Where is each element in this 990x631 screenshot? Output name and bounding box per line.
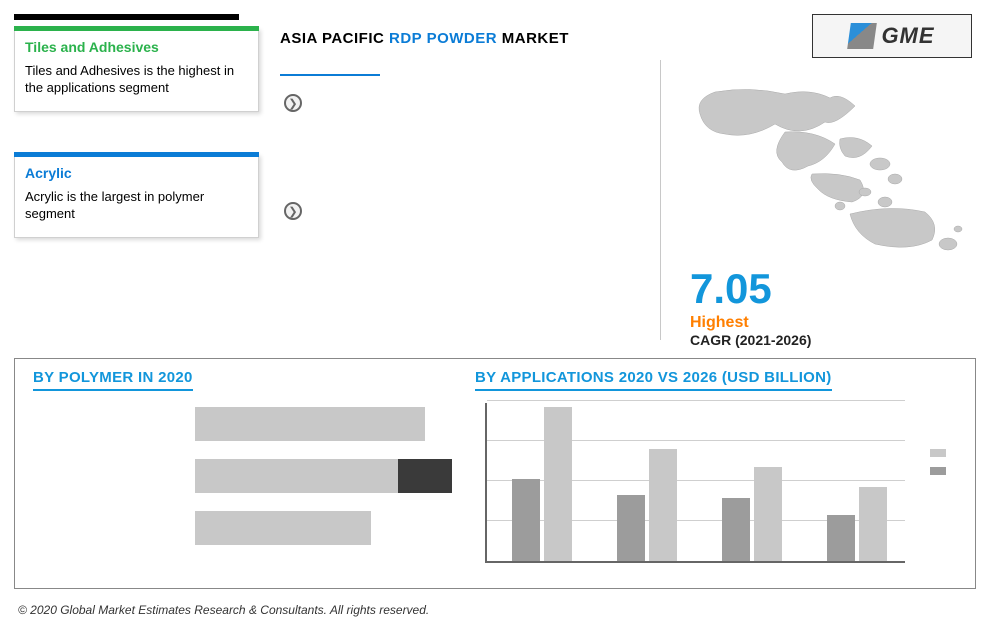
hbar-fill xyxy=(195,459,398,493)
title-accent: RDP POWDER xyxy=(389,30,497,47)
hbar-row xyxy=(195,511,425,545)
cagr-value: 7.05 xyxy=(690,268,811,310)
grid-line xyxy=(487,400,905,401)
callout-bar xyxy=(14,26,259,31)
vbar-a xyxy=(722,498,750,561)
vbar-b xyxy=(859,487,887,561)
hbar-fill xyxy=(195,511,371,545)
charts-container: BY POLYMER IN 2020 BY APPLICATIONS 2020 … xyxy=(14,358,976,589)
hbar-fill xyxy=(195,407,425,441)
legend-item xyxy=(930,467,946,475)
hbar-row xyxy=(195,459,425,493)
page-title: ASIA PACIFIC RDP POWDER MARKET xyxy=(280,30,569,47)
logo-text: GME xyxy=(881,23,934,49)
cagr-block: 7.05 Highest CAGR (2021-2026) xyxy=(690,268,811,348)
gme-logo: GME xyxy=(812,14,972,58)
callout-acrylic: Acrylic Acrylic is the largest in polyme… xyxy=(14,154,259,238)
chevron-right-icon: ❯ xyxy=(284,202,302,220)
callout-title: Acrylic xyxy=(25,165,248,181)
asia-pacific-map xyxy=(690,84,970,254)
vbar-b xyxy=(754,467,782,561)
title-suffix: MARKET xyxy=(497,30,569,47)
right-chart-title: BY APPLICATIONS 2020 VS 2026 (USD BILLIO… xyxy=(475,369,832,391)
vbar-b xyxy=(649,449,677,561)
vbar-a xyxy=(512,479,540,561)
callout-body: Acrylic is the largest in polymer segmen… xyxy=(25,189,248,223)
copyright-text: © 2020 Global Market Estimates Research … xyxy=(18,603,429,617)
vertical-divider xyxy=(660,60,661,340)
callout-title: Tiles and Adhesives xyxy=(25,39,248,55)
vbar-a xyxy=(827,515,855,561)
hbar-extra xyxy=(398,459,452,493)
callout-bar xyxy=(14,152,259,157)
legend-swatch xyxy=(930,467,946,475)
applications-vbar-chart xyxy=(485,403,905,563)
polymer-hbar-chart xyxy=(195,407,425,567)
vbar-b xyxy=(544,407,572,561)
callout-tiles-adhesives: Tiles and Adhesives Tiles and Adhesives … xyxy=(14,28,259,112)
title-underline xyxy=(280,74,380,76)
cagr-highest-label: Highest xyxy=(690,314,811,332)
legend-swatch xyxy=(930,449,946,457)
left-chart-title: BY POLYMER IN 2020 xyxy=(33,369,193,391)
hbar-row xyxy=(195,407,425,441)
cagr-period-label: CAGR (2021-2026) xyxy=(690,332,811,348)
callout-body: Tiles and Adhesives is the highest in th… xyxy=(25,63,248,97)
vbar-legend xyxy=(930,449,946,485)
logo-icon xyxy=(848,23,878,49)
title-prefix: ASIA PACIFIC xyxy=(280,30,389,47)
vbar-a xyxy=(617,495,645,561)
legend-item xyxy=(930,449,946,457)
chevron-right-icon: ❯ xyxy=(284,94,302,112)
top-accent-bar xyxy=(14,14,239,20)
